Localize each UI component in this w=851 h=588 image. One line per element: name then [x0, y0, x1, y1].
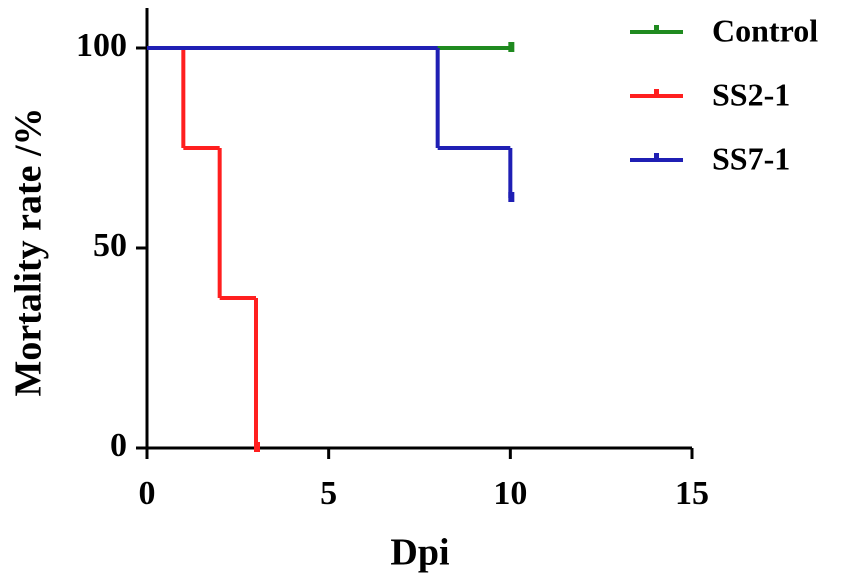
x-axis-label: Dpi	[390, 532, 449, 574]
y-tick-label: 50	[93, 227, 127, 264]
legend-marker	[654, 25, 659, 32]
censor-mark	[508, 192, 515, 202]
x-tick-label: 10	[493, 475, 527, 512]
legend-label: SS2-1	[712, 76, 790, 112]
x-tick-label: 15	[675, 475, 709, 512]
legend-label: SS7-1	[712, 140, 790, 176]
legend-marker	[654, 89, 659, 96]
legend-label: Control	[712, 12, 818, 48]
legend-marker	[654, 153, 659, 160]
y-axis-label: Mortality rate /%	[8, 107, 50, 396]
censor-mark	[254, 442, 260, 452]
y-tick-label: 100	[76, 27, 127, 64]
x-tick-label: 5	[320, 475, 337, 512]
x-tick-label: 0	[139, 475, 156, 512]
censor-mark	[508, 42, 515, 52]
y-tick-label: 0	[110, 427, 127, 464]
